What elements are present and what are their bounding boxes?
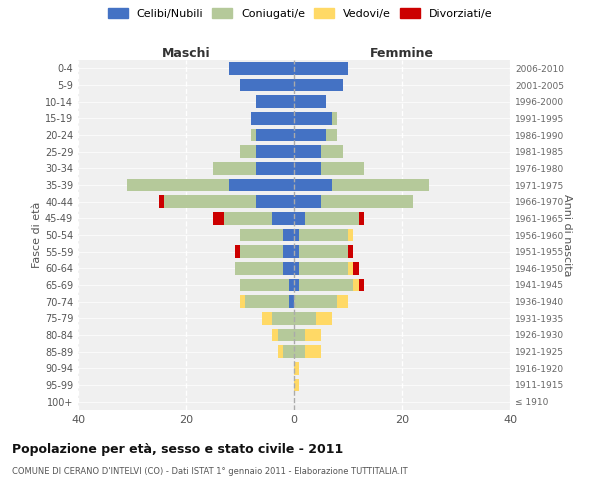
Bar xyxy=(164,196,256,208)
Bar xyxy=(245,296,289,308)
Bar xyxy=(294,79,343,92)
Bar xyxy=(337,296,348,308)
Bar xyxy=(326,129,337,141)
Bar xyxy=(294,229,299,241)
Bar xyxy=(294,296,337,308)
Bar xyxy=(251,112,294,124)
Bar xyxy=(332,179,429,192)
Bar xyxy=(283,246,294,258)
Bar xyxy=(251,129,256,141)
Bar xyxy=(294,246,299,258)
Bar xyxy=(294,196,321,208)
Legend: Celibi/Nubili, Coniugati/e, Vedovi/e, Divorziati/e: Celibi/Nubili, Coniugati/e, Vedovi/e, Di… xyxy=(108,8,492,19)
Bar xyxy=(240,279,289,291)
Bar xyxy=(294,346,305,358)
Bar xyxy=(213,162,256,174)
Bar xyxy=(294,362,299,374)
Bar xyxy=(348,262,353,274)
Bar xyxy=(159,196,164,208)
Bar xyxy=(305,329,321,341)
Text: Femmine: Femmine xyxy=(370,47,434,60)
Bar xyxy=(256,196,294,208)
Bar xyxy=(235,262,283,274)
Bar xyxy=(294,62,348,74)
Bar xyxy=(240,246,283,258)
Bar xyxy=(278,329,294,341)
Bar xyxy=(127,179,229,192)
Bar xyxy=(299,246,348,258)
Bar xyxy=(272,329,278,341)
Bar xyxy=(240,146,256,158)
Bar xyxy=(321,162,364,174)
Bar xyxy=(332,112,337,124)
Bar xyxy=(353,262,359,274)
Bar xyxy=(262,312,272,324)
Bar xyxy=(256,146,294,158)
Bar xyxy=(240,296,245,308)
Bar xyxy=(294,112,332,124)
Bar xyxy=(305,346,321,358)
Y-axis label: Fasce di età: Fasce di età xyxy=(32,202,42,268)
Bar xyxy=(299,279,353,291)
Bar xyxy=(294,162,321,174)
Y-axis label: Anni di nascita: Anni di nascita xyxy=(562,194,572,276)
Bar xyxy=(283,262,294,274)
Bar xyxy=(294,329,305,341)
Bar xyxy=(272,212,294,224)
Bar xyxy=(294,96,326,108)
Bar xyxy=(294,212,305,224)
Bar xyxy=(240,229,283,241)
Bar xyxy=(256,96,294,108)
Text: COMUNE DI CERANO D'INTELVI (CO) - Dati ISTAT 1° gennaio 2011 - Elaborazione TUTT: COMUNE DI CERANO D'INTELVI (CO) - Dati I… xyxy=(12,468,407,476)
Text: Popolazione per età, sesso e stato civile - 2011: Popolazione per età, sesso e stato civil… xyxy=(12,442,343,456)
Bar xyxy=(294,129,326,141)
Bar xyxy=(294,146,321,158)
Bar xyxy=(213,212,224,224)
Bar xyxy=(283,346,294,358)
Bar xyxy=(256,129,294,141)
Bar xyxy=(289,279,294,291)
Bar xyxy=(235,246,240,258)
Bar xyxy=(294,312,316,324)
Bar xyxy=(294,262,299,274)
Bar xyxy=(294,179,332,192)
Bar xyxy=(294,279,299,291)
Bar xyxy=(272,312,294,324)
Bar xyxy=(305,212,359,224)
Bar xyxy=(321,196,413,208)
Bar xyxy=(283,229,294,241)
Bar xyxy=(294,379,299,391)
Bar xyxy=(348,229,353,241)
Bar xyxy=(289,296,294,308)
Bar xyxy=(348,246,353,258)
Bar xyxy=(278,346,283,358)
Bar xyxy=(229,179,294,192)
Bar xyxy=(299,229,348,241)
Text: Maschi: Maschi xyxy=(161,47,211,60)
Bar xyxy=(353,279,359,291)
Bar xyxy=(229,62,294,74)
Bar xyxy=(316,312,332,324)
Bar xyxy=(256,162,294,174)
Bar xyxy=(359,279,364,291)
Bar xyxy=(321,146,343,158)
Bar xyxy=(224,212,272,224)
Bar xyxy=(240,79,294,92)
Bar xyxy=(359,212,364,224)
Bar xyxy=(299,262,348,274)
